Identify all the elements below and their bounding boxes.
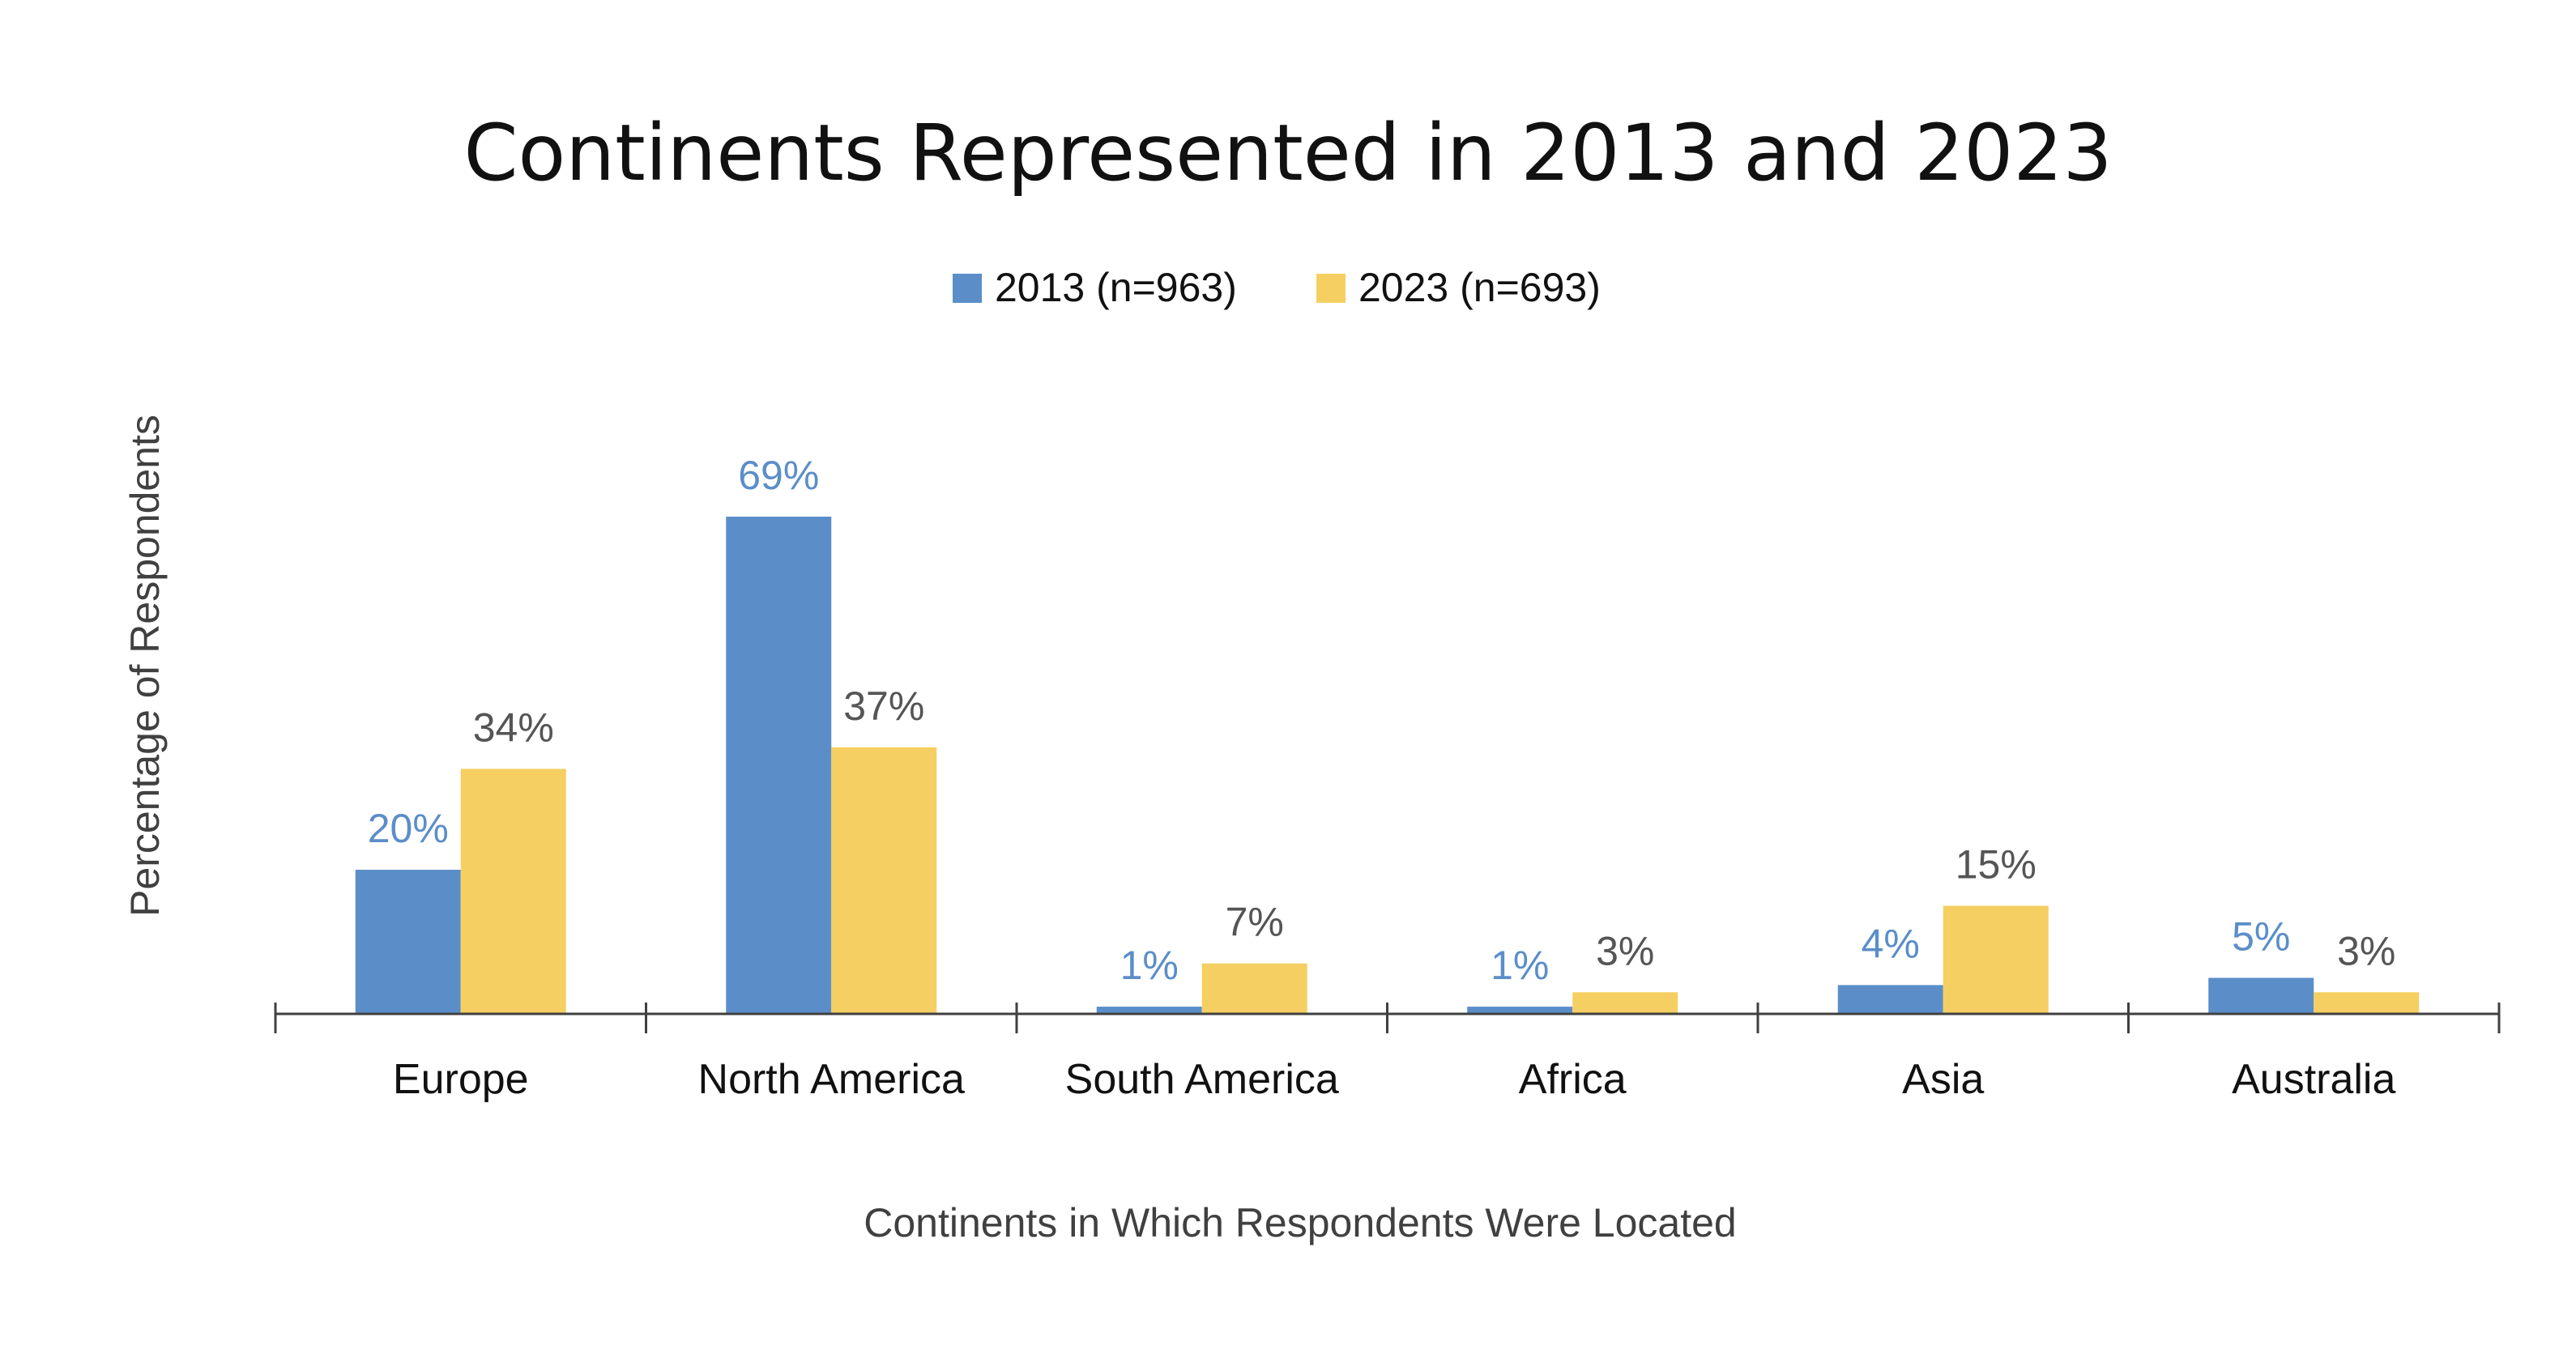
legend-label-2023: 2023 (n=693)	[1358, 265, 1601, 310]
bar-2013-north-america	[726, 517, 832, 1014]
data-label-2013-north-america: 69%	[738, 453, 819, 498]
bar-2013-south-america	[1096, 1007, 1202, 1014]
x-tick-label-north-america: North America	[698, 1056, 966, 1103]
x-tick-label-africa: Africa	[1519, 1056, 1627, 1103]
y-axis-title: Percentage of Respondents	[122, 415, 168, 917]
data-label-2023-africa: 3%	[1596, 928, 1654, 973]
data-label-2023-south-america: 7%	[1226, 900, 1284, 945]
data-label-2013-europe: 20%	[368, 806, 449, 851]
x-tick-label-europe: Europe	[393, 1056, 529, 1103]
plot-area: 20% 34% Europe 69% 37% North America 1% 7% South…	[274, 453, 2501, 1103]
legend-swatch-2023	[1316, 274, 1346, 303]
x-tick-label-south-america: South America	[1065, 1056, 1339, 1103]
data-label-2023-australia: 3%	[2337, 928, 2395, 973]
bar-2013-europe	[355, 870, 461, 1014]
data-label-2013-africa: 1%	[1491, 943, 1549, 988]
bar-2023-europe	[460, 769, 566, 1014]
chart-title: Continents Represented in 2013 and 2023	[463, 108, 2112, 198]
data-label-2023-asia: 15%	[1955, 842, 2036, 888]
legend-swatch-2013	[953, 274, 982, 303]
bar-2013-asia	[1837, 985, 1943, 1014]
legend: 2013 (n=963) 2023 (n=693)	[953, 265, 1601, 310]
bar-2023-australia	[2314, 992, 2420, 1014]
bar-2023-south-america	[1201, 963, 1307, 1014]
data-label-2023-europe: 34%	[473, 705, 554, 750]
x-tick-label-asia: Asia	[1902, 1056, 1984, 1103]
bar-2023-asia	[1943, 905, 2049, 1014]
legend-label-2013: 2013 (n=963)	[995, 265, 1237, 310]
x-axis-title: Continents in Which Respondents Were Loc…	[864, 1200, 1736, 1245]
bar-2023-africa	[1572, 992, 1678, 1014]
data-label-2023-north-america: 37%	[843, 683, 924, 729]
x-tick-label-australia: Australia	[2232, 1056, 2395, 1103]
data-label-2013-asia: 4%	[1862, 921, 1920, 966]
data-label-2013-australia: 5%	[2232, 914, 2290, 960]
bar-2013-australia	[2208, 977, 2314, 1014]
bar-2013-africa	[1467, 1007, 1573, 1014]
bar-2023-north-america	[831, 747, 937, 1014]
data-label-2013-south-america: 1%	[1120, 943, 1179, 988]
